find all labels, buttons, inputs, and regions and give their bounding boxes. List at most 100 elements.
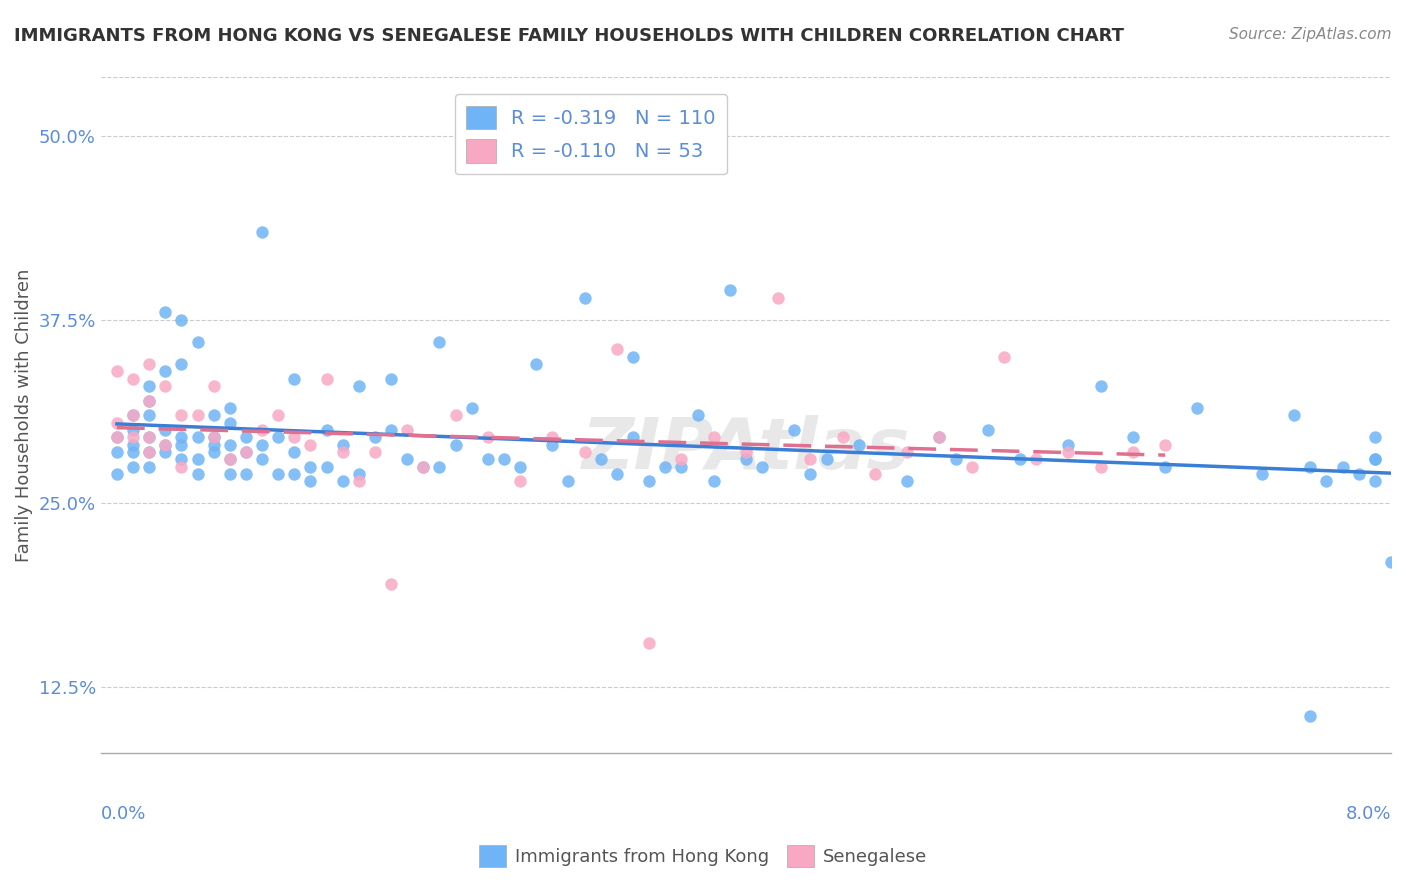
Point: [799, 467, 821, 481]
Point: [267, 467, 290, 481]
Point: [621, 430, 644, 444]
Point: [492, 452, 515, 467]
Point: [347, 475, 370, 489]
Point: [170, 459, 193, 474]
Text: Source: ZipAtlas.com: Source: ZipAtlas.com: [1229, 27, 1392, 42]
Point: [299, 459, 322, 474]
Point: [218, 452, 240, 467]
Point: [1347, 467, 1369, 481]
Point: [638, 475, 661, 489]
Point: [1284, 409, 1306, 423]
Point: [606, 343, 628, 357]
Point: [170, 452, 193, 467]
Point: [412, 459, 434, 474]
Point: [928, 430, 950, 444]
Point: [138, 379, 160, 393]
Point: [250, 438, 273, 452]
Point: [928, 430, 950, 444]
Point: [332, 475, 354, 489]
Point: [364, 430, 387, 444]
Point: [347, 467, 370, 481]
Point: [1090, 379, 1112, 393]
Point: [155, 379, 177, 393]
Point: [638, 636, 661, 650]
Point: [138, 430, 160, 444]
Point: [122, 409, 145, 423]
Point: [202, 438, 225, 452]
Point: [170, 438, 193, 452]
Point: [574, 291, 596, 305]
Point: [541, 438, 564, 452]
Point: [896, 475, 918, 489]
Point: [686, 409, 709, 423]
Point: [1090, 459, 1112, 474]
Point: [945, 452, 967, 467]
Legend: R = -0.319   N = 110, R = -0.110   N = 53: R = -0.319 N = 110, R = -0.110 N = 53: [454, 94, 727, 175]
Text: ZIPAtlas: ZIPAtlas: [582, 415, 910, 483]
Point: [235, 445, 257, 459]
Point: [315, 423, 337, 437]
Point: [122, 371, 145, 385]
Point: [1315, 475, 1337, 489]
Point: [267, 430, 290, 444]
Point: [671, 452, 693, 467]
Point: [155, 305, 177, 319]
Point: [896, 445, 918, 459]
Point: [187, 452, 209, 467]
Point: [380, 371, 402, 385]
Point: [1251, 467, 1274, 481]
Point: [170, 357, 193, 371]
Point: [332, 438, 354, 452]
Point: [235, 430, 257, 444]
Point: [524, 357, 547, 371]
Point: [187, 409, 209, 423]
Point: [654, 459, 676, 474]
Point: [235, 467, 257, 481]
Point: [202, 445, 225, 459]
Point: [122, 438, 145, 452]
Point: [735, 452, 758, 467]
Point: [299, 475, 322, 489]
Point: [155, 364, 177, 378]
Point: [574, 445, 596, 459]
Point: [122, 430, 145, 444]
Point: [606, 467, 628, 481]
Point: [267, 409, 290, 423]
Point: [718, 284, 741, 298]
Point: [509, 459, 531, 474]
Point: [831, 430, 853, 444]
Point: [155, 423, 177, 437]
Point: [380, 577, 402, 591]
Point: [138, 430, 160, 444]
Point: [155, 445, 177, 459]
Point: [202, 379, 225, 393]
Point: [105, 445, 128, 459]
Point: [155, 438, 177, 452]
Y-axis label: Family Households with Children: Family Households with Children: [15, 268, 32, 562]
Point: [105, 430, 128, 444]
Point: [671, 459, 693, 474]
Text: IMMIGRANTS FROM HONG KONG VS SENEGALESE FAMILY HOUSEHOLDS WITH CHILDREN CORRELAT: IMMIGRANTS FROM HONG KONG VS SENEGALESE …: [14, 27, 1123, 45]
Point: [138, 445, 160, 459]
Point: [703, 475, 725, 489]
Point: [703, 430, 725, 444]
Point: [589, 452, 612, 467]
Point: [1331, 459, 1354, 474]
Point: [138, 459, 160, 474]
Point: [122, 409, 145, 423]
Point: [783, 423, 806, 437]
Point: [815, 452, 838, 467]
Point: [1364, 475, 1386, 489]
Point: [621, 350, 644, 364]
Point: [509, 475, 531, 489]
Point: [1122, 430, 1144, 444]
Point: [187, 334, 209, 349]
Point: [218, 401, 240, 415]
Point: [1379, 555, 1402, 569]
Point: [138, 445, 160, 459]
Point: [122, 445, 145, 459]
Point: [461, 401, 484, 415]
Point: [250, 423, 273, 437]
Point: [444, 438, 467, 452]
Point: [1010, 452, 1032, 467]
